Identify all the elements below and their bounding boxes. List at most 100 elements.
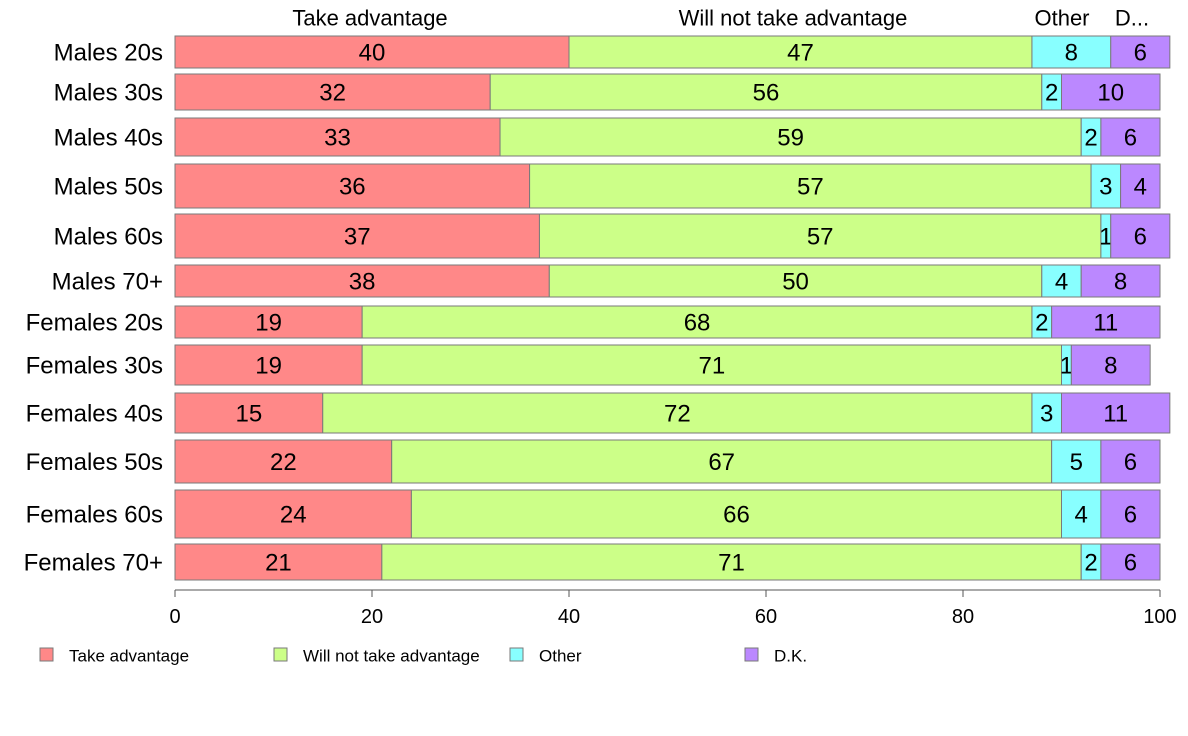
- data-label: 33: [324, 125, 351, 152]
- category-label: Males 20s: [54, 40, 163, 67]
- bar-segment: [322, 392, 1033, 434]
- data-label: 6: [1134, 224, 1147, 251]
- data-label: 47: [787, 40, 814, 67]
- bar-segment: [1080, 264, 1161, 298]
- bar-segment: [174, 264, 550, 298]
- bar-segment: [1041, 264, 1082, 298]
- bar-segment: [1061, 392, 1171, 434]
- data-label: 2: [1084, 125, 1097, 152]
- bar-segment: [1100, 117, 1161, 157]
- bar-segment: [499, 117, 1082, 157]
- data-label: 3: [1099, 174, 1112, 201]
- data-label: 6: [1124, 125, 1137, 152]
- x-tick-label: 40: [558, 606, 580, 628]
- bar-segment: [174, 305, 363, 339]
- data-label: 36: [339, 174, 366, 201]
- bar-segment: [1070, 344, 1151, 386]
- data-label: 66: [723, 502, 750, 529]
- bar-segment: [1051, 439, 1102, 484]
- bar-segment: [361, 344, 1062, 386]
- data-label: 11: [1093, 310, 1118, 337]
- legend-swatch: [273, 647, 288, 662]
- bar-segment: [1090, 163, 1122, 209]
- data-label: 1: [1099, 224, 1112, 251]
- bar-segment: [174, 543, 383, 581]
- legend-swatch: [509, 647, 524, 662]
- bar-segment: [174, 163, 531, 209]
- legend-label: D.K.: [774, 647, 807, 666]
- data-label: 2: [1045, 80, 1058, 107]
- legend-label: Take advantage: [69, 647, 189, 666]
- bar-segment: [568, 35, 1033, 69]
- bar-segment: [1120, 163, 1161, 209]
- data-label: 15: [236, 401, 263, 428]
- category-label: Females 40s: [26, 401, 163, 428]
- data-label: 4: [1134, 174, 1147, 201]
- data-label: 38: [349, 269, 376, 296]
- bar-segment: [1110, 213, 1171, 259]
- data-label: 8: [1104, 353, 1117, 380]
- bar-segment: [174, 344, 363, 386]
- bar-segment: [174, 73, 491, 111]
- category-label: Males 40s: [54, 125, 163, 152]
- x-tick-label: 20: [361, 606, 383, 628]
- data-label: 19: [255, 310, 282, 337]
- bar-segment: [1110, 35, 1171, 69]
- data-label: 2: [1084, 550, 1097, 577]
- bar-segment: [1031, 392, 1062, 434]
- legend-swatch: [39, 647, 54, 662]
- bar-segment: [548, 264, 1043, 298]
- bar-segment: [361, 305, 1033, 339]
- data-label: 21: [265, 550, 292, 577]
- data-label: 56: [753, 80, 780, 107]
- data-label: 8: [1065, 40, 1078, 67]
- bar-segment: [489, 73, 1043, 111]
- category-label: Females 60s: [26, 502, 163, 529]
- category-label: Females 20s: [26, 310, 163, 337]
- bar-segment: [1031, 35, 1112, 69]
- segment-header: Will not take advantage: [679, 6, 908, 31]
- data-label: 6: [1124, 449, 1137, 476]
- data-label: 67: [708, 449, 735, 476]
- bar-segment: [391, 439, 1053, 484]
- bar-segment: [410, 489, 1062, 539]
- data-label: 68: [684, 310, 711, 337]
- bar-segment: [174, 117, 501, 157]
- segment-header: Take advantage: [292, 6, 447, 31]
- data-label: 6: [1124, 550, 1137, 577]
- data-label: 4: [1075, 502, 1088, 529]
- bar-segment: [1100, 439, 1161, 484]
- data-label: 11: [1103, 401, 1128, 428]
- category-label: Males 70+: [52, 269, 163, 296]
- data-label: 50: [782, 269, 809, 296]
- category-label: Males 60s: [54, 224, 163, 251]
- bar-segment: [529, 163, 1092, 209]
- data-label: 71: [718, 550, 745, 577]
- data-label: 57: [797, 174, 824, 201]
- data-label: 37: [344, 224, 371, 251]
- data-label: 57: [807, 224, 834, 251]
- bar-segment: [381, 543, 1082, 581]
- data-label: 10: [1097, 80, 1124, 107]
- data-label: 4: [1055, 269, 1068, 296]
- data-label: 71: [698, 353, 725, 380]
- x-tick-label: 60: [755, 606, 777, 628]
- bar-segment: [1061, 73, 1161, 111]
- category-label: Females 70+: [24, 550, 163, 577]
- data-label: 8: [1114, 269, 1127, 296]
- data-label: 1: [1060, 353, 1073, 380]
- x-tick-label: 0: [169, 606, 180, 628]
- data-label: 6: [1134, 40, 1147, 67]
- x-tick-label: 80: [952, 606, 974, 628]
- data-label: 5: [1070, 449, 1083, 476]
- category-label: Females 30s: [26, 353, 163, 380]
- bar-segment: [1100, 489, 1161, 539]
- data-label: 40: [359, 40, 386, 67]
- bar-segment: [174, 35, 570, 69]
- bar-segment: [1051, 305, 1161, 339]
- data-label: 22: [270, 449, 297, 476]
- legend-label: Will not take advantage: [303, 647, 480, 666]
- bar-segment: [1061, 489, 1102, 539]
